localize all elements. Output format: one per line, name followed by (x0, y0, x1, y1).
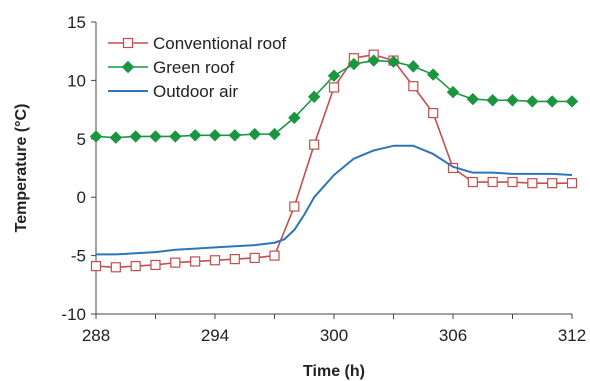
data-point-conventional-roof (547, 178, 558, 189)
data-point-green-roof (169, 130, 182, 143)
x-tick-label: 288 (82, 326, 110, 345)
y-axis: -10 -5 0 5 10 15 (61, 13, 96, 324)
legend-item-outdoor-air: Outdoor air (108, 82, 238, 101)
x-axis-title: Time (h) (303, 363, 365, 380)
x-axis: 288 294 300 306 312 (82, 314, 586, 345)
data-point-conventional-roof (507, 176, 518, 188)
legend-marker (121, 60, 135, 74)
data-point-green-roof (426, 68, 440, 81)
data-point-green-roof (288, 111, 301, 124)
series-line-outdoor-air (96, 144, 573, 256)
y-tick-label: 10 (67, 71, 86, 90)
data-point-conventional-roof (467, 176, 478, 188)
data-point-conventional-roof (269, 250, 280, 261)
data-point-green-roof (228, 129, 242, 142)
legend-label: Green roof (153, 58, 235, 77)
data-point-green-roof (129, 130, 142, 143)
data-point-green-roof (506, 94, 519, 107)
data-point-green-roof (248, 127, 261, 141)
data-point-green-roof (565, 95, 579, 108)
series-outdoor-air (96, 144, 573, 256)
data-point-conventional-roof (190, 256, 201, 267)
data-point-conventional-roof (110, 262, 121, 273)
data-point-conventional-roof (209, 255, 221, 266)
data-point-conventional-roof (487, 176, 498, 188)
data-point-green-roof (545, 95, 559, 108)
data-point-conventional-roof (170, 257, 181, 268)
legend-label: Conventional roof (153, 34, 287, 53)
x-tick-label: 294 (201, 326, 229, 345)
legend-item-green-roof: Green roof (108, 58, 235, 77)
y-tick-label: 0 (77, 188, 86, 207)
data-point-conventional-roof (309, 139, 320, 150)
data-point-green-roof (327, 69, 341, 82)
data-point-conventional-roof (249, 252, 260, 264)
data-point-conventional-roof (229, 254, 240, 265)
x-tick-label: 312 (558, 326, 586, 345)
data-point-green-roof (307, 90, 321, 103)
legend-item-conventional-roof: Conventional roof (108, 34, 287, 53)
legend-label: Outdoor air (153, 82, 238, 101)
data-point-green-roof (526, 95, 539, 108)
series-layer (89, 49, 579, 273)
x-tick-label: 306 (439, 326, 467, 345)
data-point-green-roof (367, 54, 380, 67)
y-tick-label: -5 (71, 247, 86, 266)
series-green-roof (89, 54, 579, 144)
data-point-green-roof (347, 57, 361, 71)
y-tick-label: 15 (67, 13, 86, 32)
data-point-conventional-roof (150, 259, 161, 271)
series-conventional-roof (90, 49, 578, 273)
y-axis-title: Temperature (°C) (13, 104, 30, 233)
data-point-green-roof (149, 130, 162, 143)
x-tick-label: 300 (320, 326, 348, 345)
data-point-green-roof (268, 127, 281, 141)
data-point-conventional-roof (428, 108, 439, 119)
data-point-conventional-roof (90, 261, 102, 272)
data-point-green-roof (89, 130, 103, 143)
data-point-green-roof (407, 60, 420, 73)
data-point-green-roof (109, 131, 123, 144)
data-point-green-roof (387, 55, 400, 68)
y-tick-label: -10 (61, 305, 86, 324)
data-point-conventional-roof (328, 82, 340, 93)
data-point-conventional-roof (408, 81, 419, 92)
y-tick-label: 5 (77, 130, 86, 149)
data-point-conventional-roof (130, 261, 141, 272)
data-point-green-roof (486, 94, 499, 107)
data-point-conventional-roof (527, 178, 538, 189)
legend-marker (122, 37, 134, 49)
data-point-green-roof (466, 92, 480, 106)
data-point-green-roof (188, 129, 202, 142)
legend: Conventional roof Green roof Outdoor air (108, 34, 287, 101)
data-point-green-roof (208, 129, 222, 142)
data-point-green-roof (446, 85, 460, 99)
data-point-conventional-roof (289, 201, 300, 212)
data-point-conventional-roof (566, 178, 578, 189)
